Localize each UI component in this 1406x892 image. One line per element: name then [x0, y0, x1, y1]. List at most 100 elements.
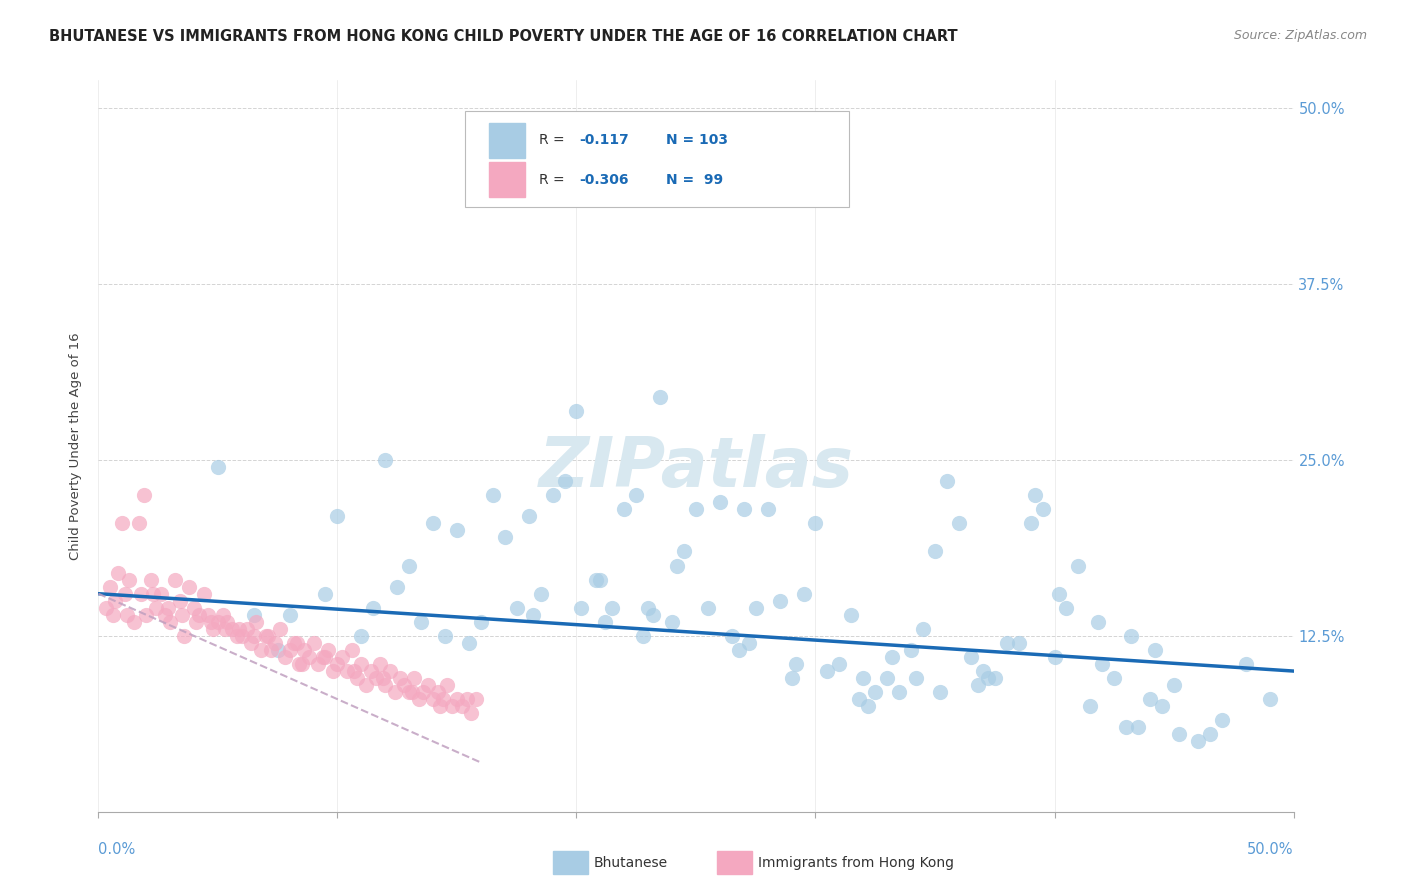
Point	[1047, 587, 1070, 601]
Point	[972, 664, 994, 678]
Bar	[489, 123, 524, 158]
Point	[378, 664, 401, 678]
Bar	[489, 162, 524, 197]
Point	[804, 516, 827, 531]
Point	[565, 404, 588, 418]
Point	[733, 502, 755, 516]
Point	[554, 474, 576, 488]
Point	[436, 678, 458, 692]
Point	[422, 692, 444, 706]
Point	[785, 657, 807, 671]
Point	[398, 685, 420, 699]
Point	[316, 643, 339, 657]
Point	[924, 544, 946, 558]
Point	[155, 607, 177, 622]
Point	[374, 453, 396, 467]
Point	[465, 692, 488, 706]
Point	[340, 643, 363, 657]
Point	[633, 629, 655, 643]
Point	[98, 580, 122, 594]
Point	[429, 699, 451, 714]
Point	[848, 692, 870, 706]
Point	[267, 643, 290, 657]
Point	[637, 600, 659, 615]
Point	[269, 622, 291, 636]
Point	[384, 685, 406, 699]
Point	[976, 671, 998, 685]
Point	[132, 488, 155, 502]
Point	[856, 699, 879, 714]
Point	[228, 622, 250, 636]
Point	[1056, 600, 1078, 615]
Point	[401, 685, 423, 699]
Point	[385, 580, 409, 594]
Point	[259, 643, 281, 657]
Point	[128, 516, 150, 531]
Point	[852, 671, 875, 685]
Point	[530, 587, 553, 601]
Point	[569, 600, 592, 615]
Point	[302, 636, 325, 650]
Point	[245, 615, 267, 629]
Point	[1104, 671, 1126, 685]
Point	[458, 636, 481, 650]
Point	[291, 657, 314, 671]
FancyBboxPatch shape	[465, 111, 849, 207]
Point	[613, 502, 636, 516]
Text: N = 103: N = 103	[666, 134, 728, 147]
Point	[398, 558, 420, 573]
Point	[374, 678, 396, 692]
Point	[422, 516, 444, 531]
Point	[745, 600, 768, 615]
Point	[412, 685, 434, 699]
Text: R =: R =	[540, 134, 569, 147]
Point	[589, 573, 612, 587]
Point	[995, 636, 1018, 650]
Point	[780, 671, 803, 685]
Point	[578, 171, 600, 186]
Point	[142, 587, 165, 601]
Point	[254, 629, 277, 643]
Point	[101, 607, 124, 622]
Text: -0.117: -0.117	[579, 134, 628, 147]
Point	[278, 607, 301, 622]
Point	[1019, 516, 1042, 531]
Point	[482, 488, 505, 502]
Text: 50.0%: 50.0%	[1247, 842, 1294, 857]
Text: Source: ZipAtlas.com: Source: ZipAtlas.com	[1233, 29, 1367, 43]
Text: BHUTANESE VS IMMIGRANTS FROM HONG KONG CHILD POVERTY UNDER THE AGE OF 16 CORRELA: BHUTANESE VS IMMIGRANTS FROM HONG KONG C…	[49, 29, 957, 45]
Point	[1152, 699, 1174, 714]
Point	[183, 600, 205, 615]
Point	[1139, 692, 1161, 706]
Point	[214, 622, 236, 636]
Point	[169, 593, 191, 607]
Point	[936, 474, 959, 488]
Point	[506, 600, 529, 615]
Point	[211, 607, 233, 622]
Point	[283, 636, 305, 650]
Point	[285, 636, 308, 650]
Point	[346, 671, 368, 685]
Point	[250, 643, 273, 657]
Point	[1211, 714, 1233, 728]
Point	[326, 509, 349, 524]
Text: ZIPatlas: ZIPatlas	[538, 434, 853, 501]
Point	[354, 678, 377, 692]
Point	[193, 587, 215, 601]
Point	[149, 587, 172, 601]
Point	[626, 488, 648, 502]
Point	[315, 587, 337, 601]
Point	[602, 600, 624, 615]
Point	[697, 600, 720, 615]
Point	[363, 600, 385, 615]
Point	[118, 573, 141, 587]
Point	[841, 607, 863, 622]
Point	[411, 615, 433, 629]
Point	[1087, 615, 1109, 629]
Point	[889, 685, 911, 699]
Point	[728, 643, 751, 657]
Point	[402, 671, 425, 685]
Point	[202, 622, 225, 636]
Point	[709, 495, 731, 509]
Point	[131, 587, 153, 601]
